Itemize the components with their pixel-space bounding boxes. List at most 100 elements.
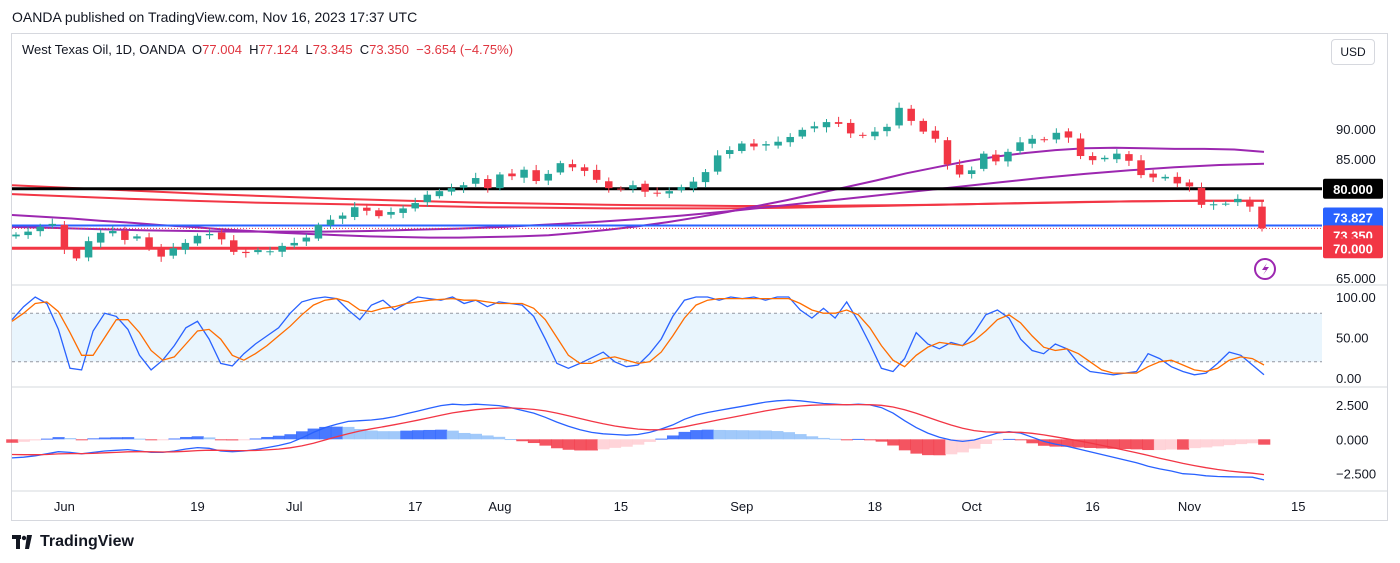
macd-histogram-bar (1246, 439, 1259, 444)
candle-body (907, 108, 915, 121)
price-tag-70-000 (1323, 238, 1383, 259)
macd-histogram-bar (875, 439, 888, 442)
candle-body (1149, 173, 1157, 178)
candle-body (967, 170, 976, 174)
candle-body (520, 169, 528, 178)
candle-body (84, 241, 93, 258)
macd-histogram-bar (504, 439, 517, 441)
macd-histogram-bar (748, 430, 761, 440)
candle-body (750, 143, 758, 147)
candle-body (1221, 203, 1230, 205)
chart-frame (11, 33, 1388, 521)
candle-body (931, 130, 940, 139)
time-tick-label: Jul (286, 499, 303, 514)
time-tick-label: Oct (962, 499, 983, 514)
macd-histogram-bar (307, 428, 320, 440)
macd-histogram-bar (1258, 439, 1271, 445)
macd-histogram-bar (203, 437, 216, 440)
macd-histogram-bar (701, 429, 714, 440)
close-label: C (359, 42, 370, 57)
macd-histogram-bar (910, 439, 923, 454)
macd-histogram-bar (1072, 439, 1085, 448)
macd-histogram-bar (840, 439, 853, 441)
candle-body (810, 126, 819, 129)
macd-histogram-bar (643, 439, 656, 442)
macd-histogram-bar (284, 434, 297, 440)
candle-body (774, 141, 782, 146)
macd-histogram-bar (64, 438, 77, 440)
candle-body (653, 192, 661, 194)
moving-average-red-fast (11, 193, 1264, 210)
macd-histogram-bar (1095, 439, 1108, 449)
candle-body (592, 169, 601, 180)
high-label: H (249, 42, 259, 57)
high-value: 77.124 (258, 42, 299, 57)
macd-histogram-bar (238, 439, 251, 441)
candle-body (435, 191, 444, 197)
macd-line-signal (11, 403, 1265, 476)
candle-body (181, 242, 190, 250)
macd-histogram-bar (1223, 439, 1236, 446)
change-value: −3.654 (−4.75%) (416, 42, 514, 57)
macd-histogram-bar (1235, 439, 1248, 445)
macd-histogram-bar (678, 431, 691, 440)
brand-text: TradingView (40, 533, 134, 550)
candle-body (109, 231, 117, 234)
candle-body (157, 247, 165, 257)
candle-body (278, 245, 286, 252)
candle-body (508, 173, 516, 177)
macd-histogram-bar (516, 439, 529, 442)
price-tag-label: 73.827 (1333, 211, 1373, 226)
candle-body (846, 122, 855, 134)
candle-body (363, 207, 371, 211)
candle-body (133, 236, 141, 239)
macd-tick-label: −2.500 (1336, 467, 1376, 482)
macd-histogram-bar (782, 432, 795, 440)
candle-body (556, 163, 565, 173)
macd-histogram-bar (481, 435, 494, 440)
candle-body (725, 150, 734, 154)
candle-body (1173, 176, 1182, 184)
candle-body (145, 237, 153, 248)
macd-histogram-bar (817, 437, 830, 440)
macd-histogram-bar (632, 439, 645, 445)
macd-histogram-bar (724, 430, 738, 440)
symbol-legend: West Texas Oil, 1D, OANDA O77.004 H77.12… (22, 42, 513, 57)
macd-histogram-bar (922, 439, 935, 456)
time-tick-label: Aug (488, 499, 511, 514)
macd-histogram-bar (933, 439, 946, 456)
candle-body (798, 129, 807, 137)
macd-histogram-bar (98, 437, 112, 440)
candle-body (1064, 131, 1073, 138)
candle-body (326, 219, 335, 226)
macd-histogram-bar (6, 439, 19, 443)
candle-body (1258, 206, 1266, 229)
macd-histogram-bar (539, 439, 552, 446)
flash-bolt-icon (1262, 263, 1269, 275)
time-tick-label: Sep (730, 499, 753, 514)
macd-histogram-bar (806, 436, 819, 440)
flash-icon (1254, 258, 1276, 280)
macd-histogram-bar (1142, 439, 1155, 451)
macd-histogram-bar (829, 438, 842, 440)
candle-body (1161, 176, 1169, 179)
macd-tick-label: 0.000 (1336, 432, 1369, 447)
currency-button[interactable]: USD (1331, 39, 1375, 65)
macd-histogram-bar (180, 436, 193, 440)
candle-body (629, 185, 637, 189)
close-value: 73.350 (369, 42, 409, 57)
candle-body (423, 194, 432, 203)
macd-histogram-bar (133, 438, 146, 440)
candle-body (1100, 157, 1109, 160)
candle-body (12, 234, 20, 237)
macd-histogram-bar (249, 438, 262, 440)
macd-histogram-bar (736, 430, 749, 440)
macd-histogram-bar (1107, 439, 1120, 449)
candle-body (1234, 198, 1242, 203)
macd-histogram-bar (968, 439, 981, 449)
time-tick-label: 16 (1085, 499, 1099, 514)
macd-histogram-bar (29, 439, 42, 441)
macd-histogram-bar (979, 439, 993, 444)
candle-body (762, 144, 770, 146)
